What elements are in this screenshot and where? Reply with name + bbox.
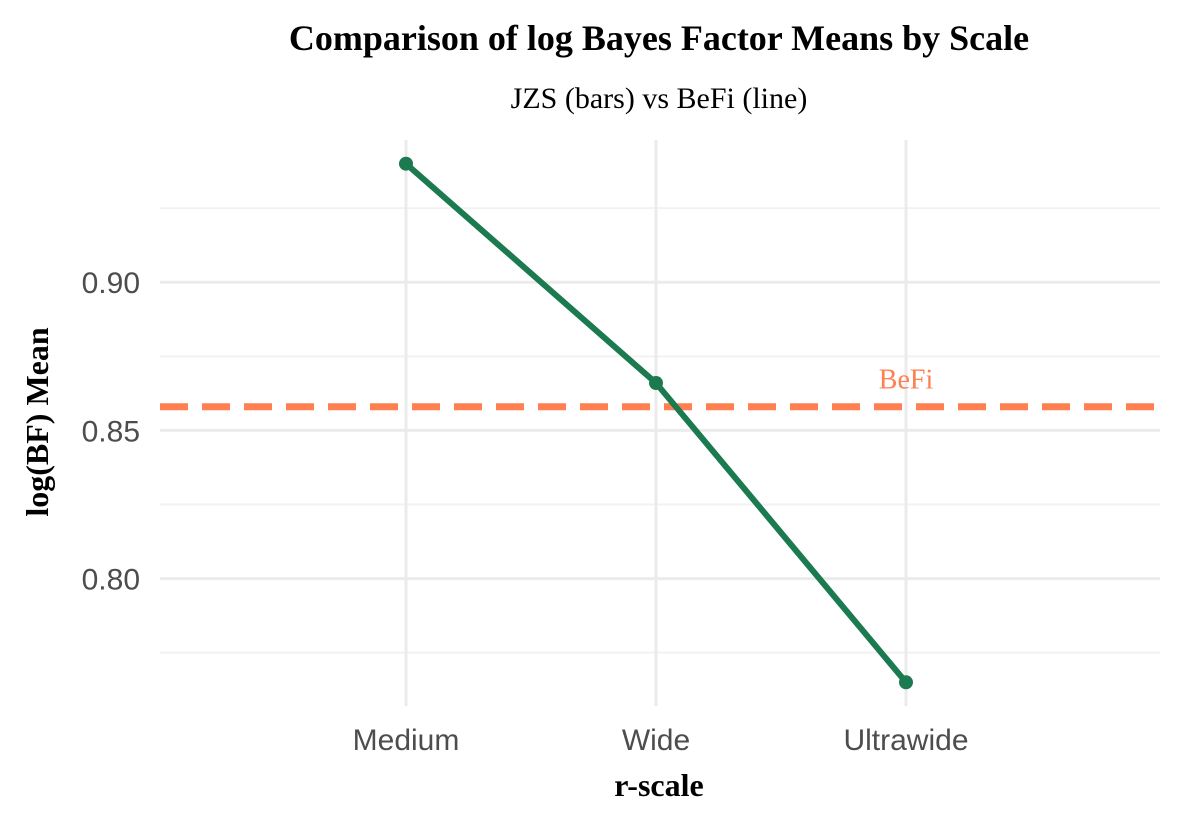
reference-line-group: BeFi — [160, 365, 1160, 411]
x-tick-label-ultrawide: Ultrawide — [843, 724, 968, 757]
x-ticks: Medium Wide Ultrawide — [353, 724, 969, 757]
y-tick-label-1: 0.85 — [82, 415, 140, 448]
data-point-ultrawide — [899, 675, 913, 690]
x-tick-label-wide: Wide — [622, 724, 690, 757]
y-tick-label-2: 0.90 — [82, 267, 140, 300]
y-ticks: 0.80 0.85 0.90 — [82, 267, 140, 596]
x-axis-title: r-scale — [614, 767, 703, 803]
chart-subtitle: JZS (bars) vs BeFi (line) — [511, 82, 808, 115]
y-axis-title: log(BF) Mean — [19, 327, 55, 517]
grid — [160, 140, 1160, 706]
befi-reference-label: BeFi — [879, 365, 934, 396]
y-tick-label-0: 0.80 — [82, 564, 140, 597]
chart-title: Comparison of log Bayes Factor Means by … — [289, 18, 1029, 58]
series-group — [399, 156, 913, 690]
data-point-wide — [649, 375, 663, 390]
x-tick-label-medium: Medium — [353, 724, 460, 757]
data-point-medium — [399, 156, 413, 171]
